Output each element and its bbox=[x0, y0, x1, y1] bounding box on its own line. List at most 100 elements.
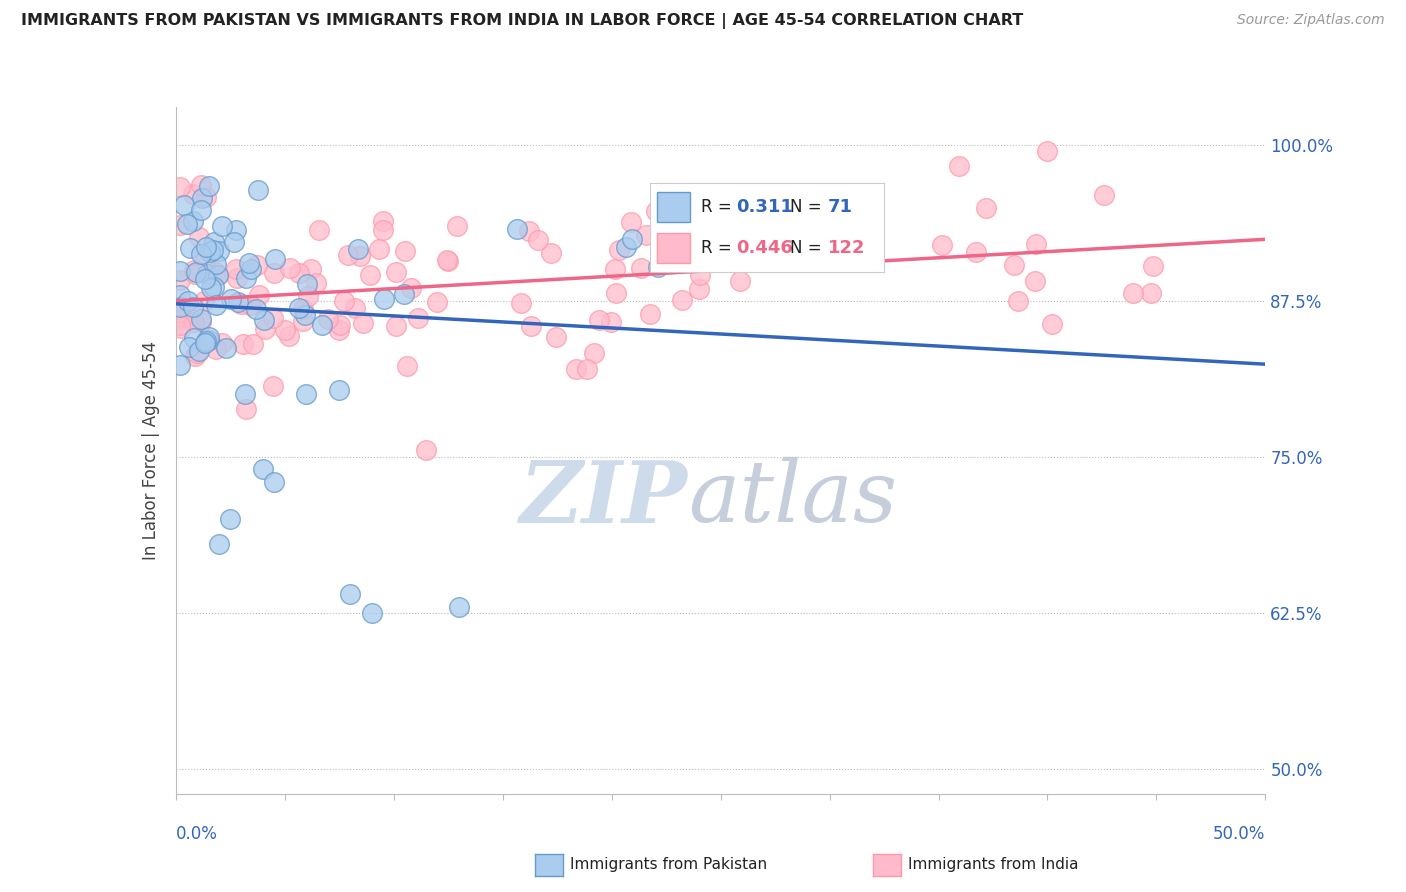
Point bbox=[305, 276, 328, 290]
Point bbox=[274, 323, 297, 337]
Point bbox=[262, 378, 284, 392]
Point bbox=[246, 258, 269, 272]
Point bbox=[436, 252, 458, 267]
Point bbox=[339, 587, 361, 601]
Point bbox=[183, 187, 205, 202]
Point bbox=[347, 242, 370, 256]
Point bbox=[170, 320, 193, 334]
Text: IMMIGRANTS FROM PAKISTAN VS IMMIGRANTS FROM INDIA IN LABOR FORCE | AGE 45-54 COR: IMMIGRANTS FROM PAKISTAN VS IMMIGRANTS F… bbox=[21, 13, 1024, 29]
Text: Immigrants from India: Immigrants from India bbox=[908, 857, 1078, 872]
Point bbox=[169, 305, 191, 319]
Point bbox=[605, 285, 627, 300]
Point bbox=[316, 312, 339, 326]
Point bbox=[352, 316, 374, 330]
Point bbox=[1024, 274, 1046, 288]
Point bbox=[447, 599, 470, 614]
Point bbox=[1094, 188, 1116, 202]
Point bbox=[519, 319, 541, 334]
Point bbox=[186, 345, 208, 359]
Text: 0.311: 0.311 bbox=[737, 198, 793, 216]
Point bbox=[373, 214, 395, 228]
Point bbox=[329, 318, 352, 333]
Point bbox=[849, 237, 872, 252]
Point bbox=[699, 253, 721, 268]
Point bbox=[207, 268, 229, 282]
Point bbox=[226, 271, 249, 285]
Point bbox=[328, 383, 350, 397]
Point bbox=[614, 239, 637, 253]
Point bbox=[544, 330, 567, 344]
Point bbox=[385, 319, 408, 334]
Point bbox=[169, 311, 191, 326]
Point bbox=[169, 287, 191, 301]
Point bbox=[239, 298, 262, 312]
Text: 0.0%: 0.0% bbox=[176, 825, 218, 843]
Point bbox=[169, 318, 191, 332]
Point bbox=[583, 345, 606, 359]
Point bbox=[169, 358, 191, 372]
Point bbox=[177, 340, 200, 354]
Point bbox=[195, 334, 218, 348]
Point bbox=[336, 248, 359, 262]
Point bbox=[191, 191, 214, 205]
Point bbox=[436, 254, 458, 268]
Point bbox=[245, 302, 267, 317]
Point bbox=[699, 232, 721, 246]
Point bbox=[198, 244, 221, 259]
Point bbox=[169, 311, 191, 326]
Point bbox=[426, 295, 449, 310]
Point bbox=[620, 215, 643, 229]
Point bbox=[198, 330, 221, 344]
Point bbox=[689, 268, 711, 282]
Point bbox=[1007, 293, 1029, 308]
Point bbox=[205, 257, 228, 271]
Point bbox=[252, 462, 274, 476]
Point bbox=[169, 273, 191, 287]
Point bbox=[181, 213, 204, 227]
Point bbox=[190, 178, 212, 193]
Point bbox=[1036, 144, 1059, 158]
Point bbox=[724, 247, 747, 261]
Point bbox=[194, 240, 217, 254]
Point bbox=[394, 286, 416, 301]
Point bbox=[636, 227, 658, 242]
Point bbox=[576, 362, 599, 376]
Point bbox=[647, 260, 669, 274]
Point bbox=[247, 183, 270, 197]
Point bbox=[188, 344, 211, 359]
Point bbox=[344, 301, 367, 315]
Point bbox=[183, 315, 205, 329]
Point bbox=[249, 288, 271, 302]
Point bbox=[190, 246, 212, 260]
Point bbox=[219, 512, 242, 526]
Point bbox=[948, 159, 970, 173]
Text: R =: R = bbox=[702, 198, 733, 216]
Point bbox=[540, 246, 562, 260]
Point bbox=[657, 186, 679, 200]
Point bbox=[263, 475, 285, 489]
Text: N =: N = bbox=[790, 198, 823, 216]
Point bbox=[605, 261, 627, 276]
Point bbox=[295, 277, 318, 291]
Point bbox=[224, 235, 246, 249]
Point bbox=[630, 261, 652, 276]
Point bbox=[208, 537, 231, 551]
Point bbox=[1140, 286, 1163, 301]
Point bbox=[184, 349, 207, 363]
Point bbox=[225, 223, 247, 237]
Point bbox=[607, 243, 630, 257]
Point bbox=[308, 223, 330, 237]
Point bbox=[193, 293, 215, 308]
Point bbox=[202, 235, 225, 249]
Point bbox=[195, 189, 218, 203]
Point bbox=[233, 387, 256, 401]
Point bbox=[187, 229, 209, 244]
Point bbox=[299, 261, 322, 276]
Point bbox=[399, 281, 422, 295]
Text: Immigrants from Pakistan: Immigrants from Pakistan bbox=[571, 857, 768, 872]
Point bbox=[1142, 260, 1164, 274]
Point bbox=[242, 337, 264, 351]
Point bbox=[195, 334, 218, 348]
Point bbox=[169, 264, 191, 278]
Point bbox=[190, 311, 212, 326]
